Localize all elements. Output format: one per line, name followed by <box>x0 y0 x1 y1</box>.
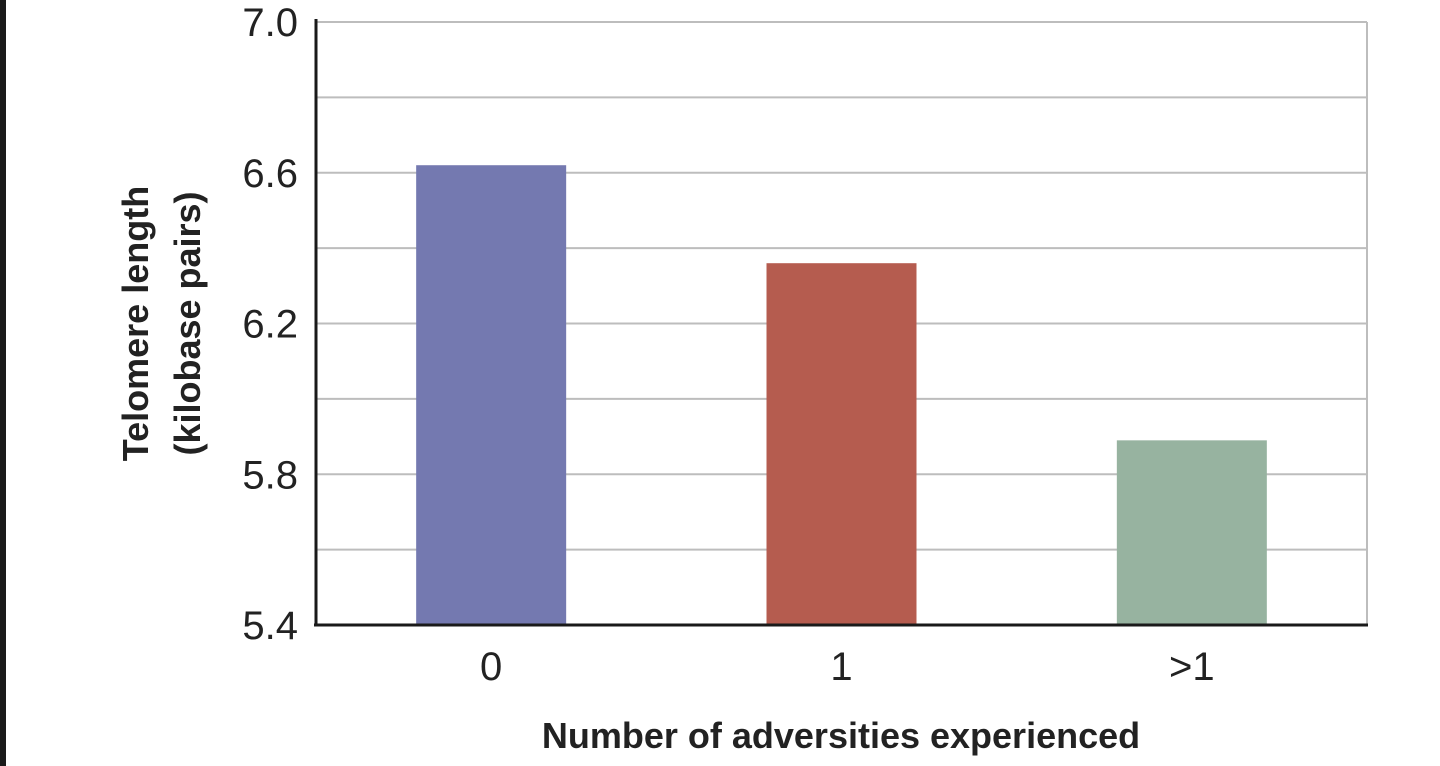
y-tick-labels: 5.4 5.8 6.2 6.6 7.0 <box>242 1 298 648</box>
y-tick-label: 6.6 <box>242 152 298 196</box>
x-tick-label: 0 <box>480 645 502 689</box>
x-tick-label: >1 <box>1169 645 1215 689</box>
bar-0 <box>416 165 567 625</box>
y-tick-label: 6.2 <box>242 303 298 347</box>
x-tick-label: 1 <box>830 645 852 689</box>
y-axis-title-line-2: (kilobase pairs) <box>167 191 208 455</box>
bar-1 <box>766 263 917 625</box>
bar-2 <box>1116 440 1267 625</box>
axes <box>314 19 1368 627</box>
y-axis-title-line-1: Telomere length <box>115 186 156 461</box>
y-tick-label: 7.0 <box>242 1 298 45</box>
left-edge-border <box>0 0 6 766</box>
y-tick-label: 5.4 <box>242 604 298 648</box>
y-tick-label: 5.8 <box>242 453 298 497</box>
x-tick-labels: 0 1 >1 <box>480 645 1215 689</box>
bars <box>416 165 1267 625</box>
x-axis-title: Number of adversities experienced <box>542 715 1140 756</box>
